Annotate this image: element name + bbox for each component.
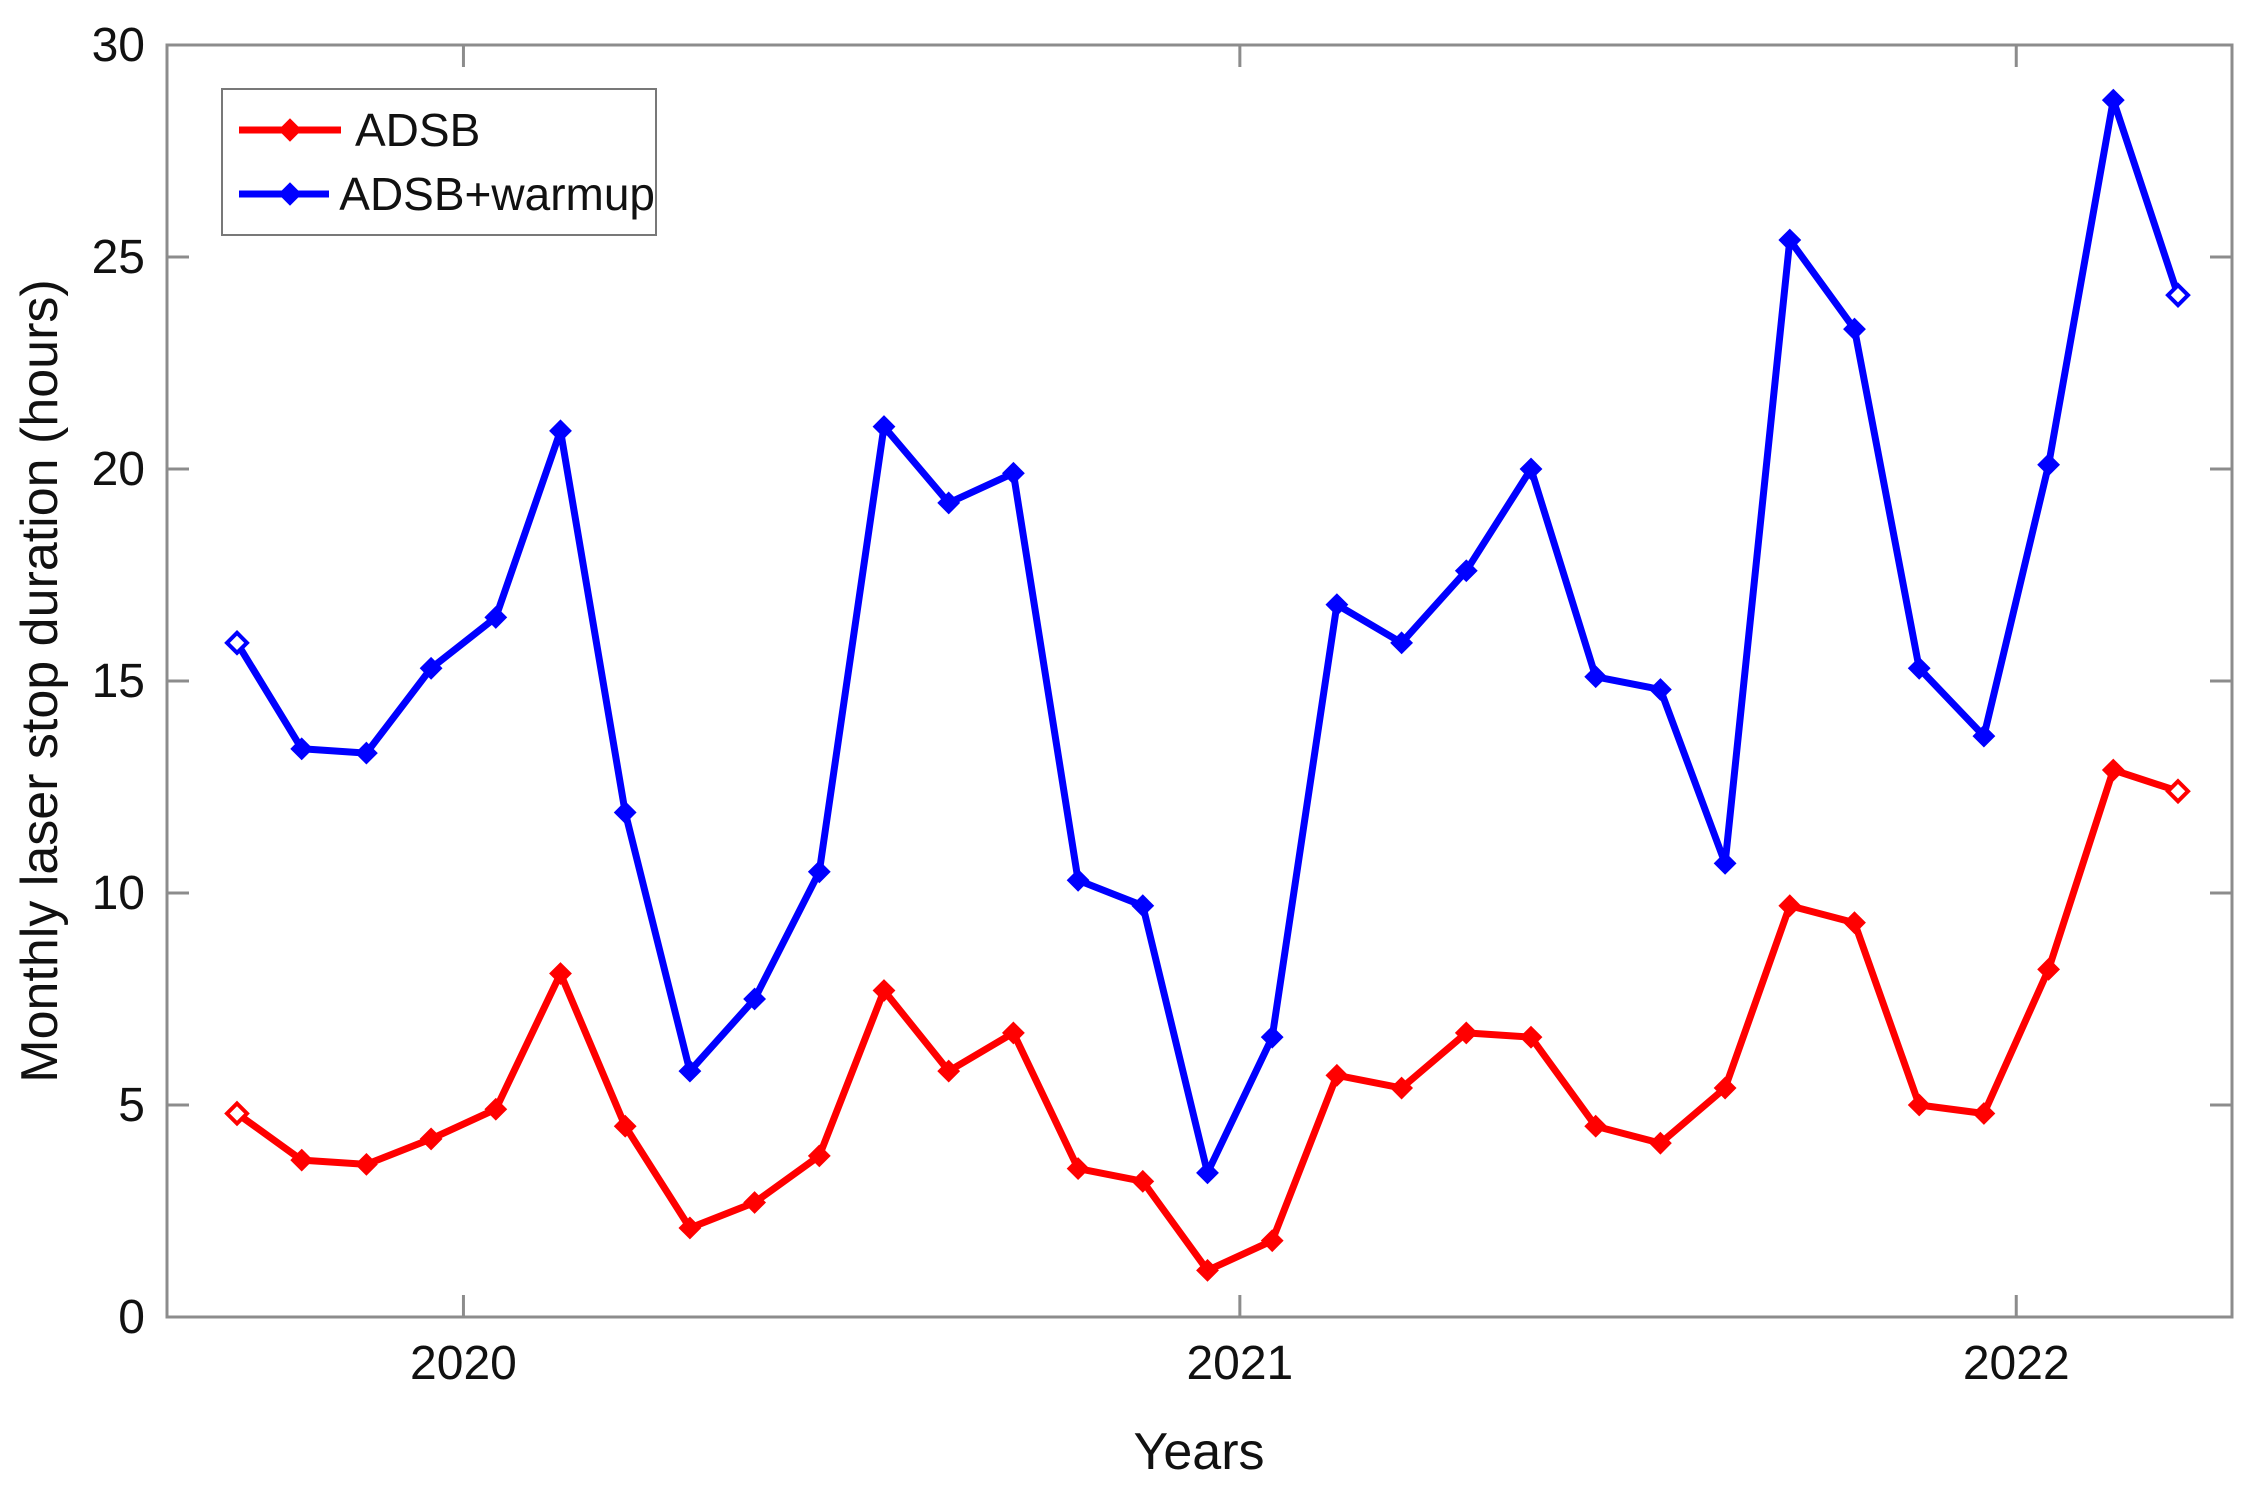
data-point-marker [1519,457,1543,481]
legend-item-adsb-warmup: ADSB+warmup [235,171,655,217]
x-tick-label: 2022 [1963,1337,2070,1390]
data-point-marker [1648,678,1672,701]
legend-line-red-icon [239,118,341,143]
y-tick-label: 25 [92,231,145,284]
data-point-marker [1196,1258,1219,1282]
data-point-marker [872,415,896,439]
data-point-marker [549,419,572,443]
data-point-marker [484,1097,508,1121]
data-point-marker [743,1191,767,1214]
legend-label: ADSB [355,104,481,157]
data-point-marker [1001,1021,1025,1045]
y-tick-label: 5 [118,1079,145,1132]
data-point-marker [1972,1102,1996,1125]
data-point-marker [1131,894,1155,918]
data-point-marker [290,1148,314,1172]
data-point-marker [2165,282,2191,308]
data-point-marker [2037,453,2061,477]
data-point-marker [2165,778,2191,805]
y-tick-label: 15 [92,655,145,708]
data-point-marker [1584,665,1608,689]
legend-label: ADSB+warmup [339,167,655,220]
data-point-marker [354,1152,378,1176]
data-point-marker [1196,1161,1219,1185]
data-point-marker [484,605,508,629]
data-point-marker [1843,317,1866,341]
data-point-marker [1778,228,1802,252]
data-point-marker [354,741,378,765]
x-axis-label: Years [1133,1423,1265,1481]
data-point-marker [613,1114,637,1138]
y-tick-label: 10 [92,867,145,920]
data-point-marker [1001,461,1025,485]
data-point-marker [1454,1021,1478,1045]
data-point-marker [1584,1114,1608,1138]
data-point-marker [678,1216,702,1240]
data-point-marker [1131,1169,1155,1193]
data-point-marker [1843,911,1866,935]
data-point-marker [2101,88,2125,112]
data-point-marker [419,656,443,680]
data-point-marker [937,1059,961,1083]
data-point-marker [2101,758,2125,782]
data-point-marker [1066,1157,1090,1181]
data-point-marker [419,1127,443,1151]
data-point-marker [1390,631,1414,655]
data-point-marker [1325,593,1349,617]
data-point-marker [1066,868,1090,892]
data-point-marker [1907,656,1931,680]
data-point-marker [2037,957,2061,981]
y-tick-label: 20 [92,443,145,496]
data-point-marker [613,801,637,824]
x-tick-label: 2021 [1186,1337,1293,1390]
data-point-marker [743,987,767,1011]
data-point-marker [1907,1093,1931,1117]
data-point-marker [872,979,896,1002]
data-point-marker [1778,894,1802,918]
data-point-marker [224,1100,250,1127]
x-tick-label: 2020 [410,1337,517,1390]
data-point-marker [1972,724,1996,748]
data-point-marker [1519,1025,1543,1049]
legend-line-blue-icon [239,181,330,206]
data-point-marker [1260,1025,1284,1049]
y-tick-label: 0 [118,1291,145,1344]
data-point-marker [290,737,314,761]
data-point-marker [1454,559,1478,583]
data-point-marker [678,1059,702,1083]
data-point-marker [1713,851,1737,875]
data-point-marker [1648,1131,1672,1155]
data-point-marker [1390,1076,1414,1100]
y-axis-label: Monthly laser stop duration (hours) [11,279,69,1083]
series-line-adsb [233,766,2182,1274]
data-point-marker [549,962,572,985]
y-tick-label: 30 [92,19,145,72]
data-point-marker [1713,1076,1737,1100]
data-point-marker [1260,1229,1284,1253]
data-point-marker [807,860,831,884]
data-point-marker [937,491,961,515]
data-point-marker [1325,1063,1349,1087]
data-point-marker [807,1144,831,1168]
legend-item-adsb: ADSB [235,107,655,153]
legend: ADSB ADSB+warmup [221,88,657,236]
data-point-marker [224,630,250,656]
